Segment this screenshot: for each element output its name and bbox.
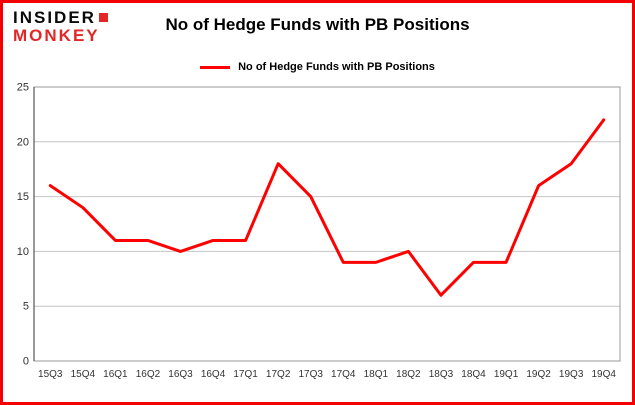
logo-red-block-icon (98, 13, 108, 23)
x-tick-label: 18Q3 (429, 369, 454, 380)
y-tick-label: 15 (17, 191, 29, 203)
x-tick-label: 18Q2 (396, 369, 421, 380)
x-tick-label: 18Q1 (364, 369, 389, 380)
x-tick-label: 19Q2 (526, 369, 551, 380)
legend-line-swatch (200, 65, 231, 69)
x-tick-label: 16Q4 (201, 369, 226, 380)
header: INSIDER MONKEY No of Hedge Funds with PB… (3, 3, 632, 55)
x-tick-label: 18Q4 (461, 369, 486, 380)
y-tick-label: 5 (23, 301, 29, 313)
logo-text-monkey: MONKEY (13, 25, 100, 45)
x-tick-label: 17Q4 (331, 369, 356, 380)
series-line (48, 118, 606, 297)
x-tick-label: 19Q3 (559, 369, 584, 380)
x-tick-label: 17Q3 (298, 369, 323, 380)
logo-text-insider: INSIDER (13, 8, 96, 27)
x-tick-label: 16Q3 (168, 369, 193, 380)
logo-line-insider: INSIDER (13, 9, 108, 27)
y-tick-label: 10 (17, 246, 29, 258)
x-tick-label: 15Q4 (71, 369, 96, 380)
y-tick-label: 25 (17, 82, 29, 94)
x-tick-label: 19Q1 (494, 369, 519, 380)
x-tick-label: 19Q4 (591, 369, 616, 380)
legend: No of Hedge Funds with PB Positions (3, 59, 632, 75)
y-tick-label: 0 (23, 356, 29, 368)
plot-border (33, 86, 621, 362)
legend-label: No of Hedge Funds with PB Positions (238, 61, 435, 73)
insider-monkey-logo: INSIDER MONKEY (13, 9, 108, 45)
page-title: No of Hedge Funds with PB Positions (165, 15, 470, 34)
line-chart-svg: 0 5 10 15 20 25 15Q3 15Q4 16Q1 16Q2 16Q3 16Q4 17Q1 17… (17, 82, 621, 380)
x-tick-label: 15Q3 (38, 369, 63, 380)
x-tick-label: 16Q1 (103, 369, 128, 380)
y-tick-label: 20 (17, 136, 29, 148)
x-tick-label: 16Q2 (136, 369, 161, 380)
chart-area: 0 5 10 15 20 25 15Q3 15Q4 16Q1 16Q2 16Q3 16Q4 17Q1 17… (3, 81, 632, 393)
x-tick-label: 17Q2 (266, 369, 291, 380)
x-tick-label: 17Q1 (233, 369, 258, 380)
